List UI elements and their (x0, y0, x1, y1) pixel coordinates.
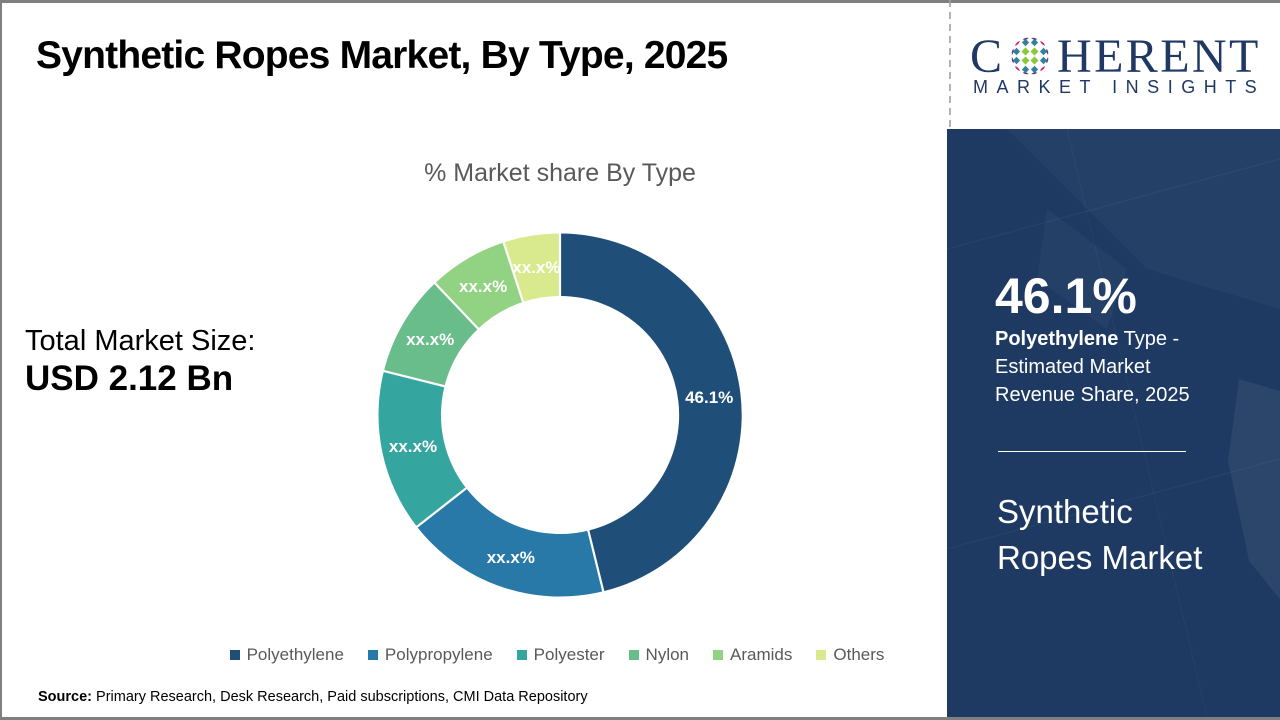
svg-text:MARKET INSIGHTS: MARKET INSIGHTS (973, 77, 1265, 97)
svg-text:xx.x%: xx.x% (389, 437, 437, 456)
svg-text:C: C (970, 30, 1002, 83)
svg-text:xx.x%: xx.x% (512, 258, 560, 277)
svg-text:46.1%: 46.1% (685, 388, 733, 407)
svg-text:xx.x%: xx.x% (406, 330, 454, 349)
svg-text:xx.x%: xx.x% (459, 277, 507, 296)
svg-text:HERENT: HERENT (1057, 30, 1261, 83)
svg-text:xx.x%: xx.x% (487, 548, 535, 567)
